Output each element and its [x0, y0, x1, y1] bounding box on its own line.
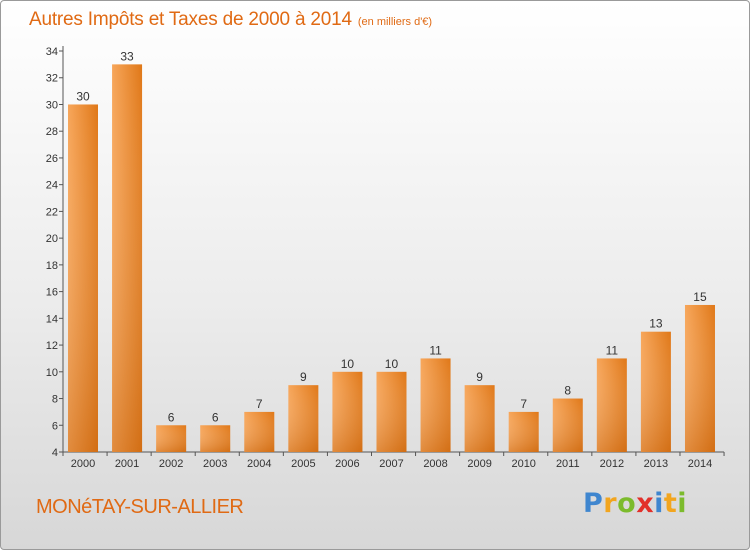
y-tick-label: 10 — [46, 367, 58, 379]
x-tick-label-2013: 2013 — [644, 458, 668, 470]
x-tick-label-2002: 2002 — [159, 458, 183, 470]
data-label-2009: 9 — [476, 370, 483, 384]
bar-shade-2005 — [288, 385, 319, 452]
y-tick-label: 20 — [46, 233, 58, 245]
bar-shade-2000 — [68, 104, 98, 452]
bars — [68, 64, 715, 452]
data-label-2003: 6 — [212, 410, 219, 424]
data-label-2004: 7 — [256, 397, 263, 411]
bar-shade-2004 — [244, 411, 275, 452]
data-label-2010: 7 — [520, 397, 527, 411]
y-tick-label: 30 — [46, 99, 58, 111]
bar-shade-2006 — [332, 371, 363, 452]
y-tick-label: 18 — [46, 260, 58, 272]
x-tick-label-2005: 2005 — [291, 458, 315, 470]
y-tick-label: 26 — [46, 153, 58, 165]
bar-shade-2012 — [596, 358, 627, 452]
data-label-2001: 33 — [120, 49, 134, 63]
chart-title: Autres Impôts et Taxes de 2000 à 2014 (en… — [29, 9, 432, 31]
bar-shade-2013 — [640, 331, 671, 452]
data-label-2012: 11 — [606, 343, 619, 357]
y-tick-label: 4 — [52, 447, 58, 459]
x-tick-label-2006: 2006 — [335, 458, 359, 470]
y-tick-label: 16 — [46, 287, 58, 299]
x-tick-label-2014: 2014 — [688, 458, 712, 470]
logo-letter: r — [603, 488, 618, 519]
x-tick-label-2010: 2010 — [511, 458, 535, 470]
x-tick-label-2011: 2011 — [556, 458, 580, 470]
bar-shade-2010 — [508, 411, 539, 452]
logo-letter: i — [677, 488, 688, 519]
bar-shade-2001 — [112, 64, 143, 452]
y-tick-label: 12 — [46, 340, 58, 352]
x-tick-label-2007: 2007 — [379, 458, 403, 470]
bar-shade-2003 — [200, 425, 231, 452]
data-label-2002: 6 — [168, 410, 175, 424]
bar-shade-2002 — [156, 425, 187, 452]
y-tick-label: 28 — [46, 126, 58, 138]
data-label-2007: 10 — [385, 357, 399, 371]
logo-letter: t — [663, 488, 678, 519]
y-tick-label: 24 — [46, 180, 58, 192]
bar-shade-2007 — [376, 371, 407, 452]
x-tick-label-2009: 2009 — [467, 458, 491, 470]
bar-shade-2011 — [552, 398, 583, 452]
logo-letter: P — [583, 488, 604, 519]
bar-shade-2009 — [464, 385, 495, 452]
data-label-2008: 11 — [429, 343, 442, 357]
chart-title-text: Autres Impôts et Taxes de 2000 à 2014 — [29, 9, 352, 30]
proxiti-logo[interactable]: Proxiti — [583, 488, 687, 519]
chart-subtitle: (en milliers d'€) — [357, 16, 433, 28]
x-tick-label-2012: 2012 — [600, 458, 624, 470]
data-labels: 30 33 6 6 7 9 10 10 11 9 7 8 11 13 15 — [76, 49, 707, 424]
y-tick-label: 34 — [46, 46, 58, 58]
y-tick-label: 6 — [52, 420, 58, 432]
data-label-2000: 30 — [76, 89, 90, 103]
logo-letter: i — [654, 488, 664, 519]
x-tick-label-2000: 2000 — [71, 458, 95, 470]
y-tick-label: 32 — [46, 73, 58, 85]
data-label-2005: 9 — [300, 370, 307, 384]
logo-letter: o — [617, 488, 637, 519]
data-label-2006: 10 — [341, 357, 355, 371]
x-tick-label-2004: 2004 — [247, 458, 271, 470]
bar-shade-2014 — [684, 304, 715, 452]
data-label-2011: 8 — [564, 384, 571, 398]
data-label-2014: 15 — [693, 290, 707, 304]
y-tick-label: 8 — [52, 394, 58, 406]
data-label-2013: 13 — [649, 317, 663, 331]
x-tick-label-2003: 2003 — [203, 458, 227, 470]
x-tick-label-2008: 2008 — [423, 458, 447, 470]
city-name: MONéTAY-SUR-ALLIER — [36, 496, 244, 518]
bar-shade-2008 — [420, 358, 451, 452]
y-tick-label: 22 — [46, 206, 58, 218]
x-tick-label-2001: 2001 — [115, 458, 139, 470]
y-tick-label: 14 — [46, 313, 58, 325]
logo-letter: x — [636, 488, 655, 519]
